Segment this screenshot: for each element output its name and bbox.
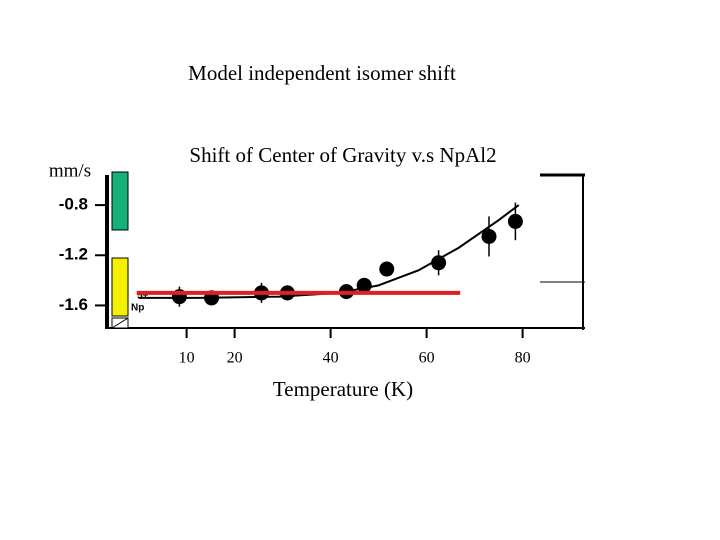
data-point [481, 228, 497, 244]
chart-title: Model independent isomer shift [188, 61, 456, 85]
x-tick-label: 80 [515, 350, 531, 367]
x-tick-label: 40 [323, 350, 339, 367]
x-tick-label: 20 [227, 350, 243, 367]
data-point [356, 277, 372, 293]
data-point [379, 261, 395, 277]
x-tick-label: 10 [179, 350, 195, 367]
green-bar [111, 171, 129, 231]
fit-curve [138, 204, 520, 299]
y-tick-label: -0.8 [59, 195, 88, 214]
annotation: 5+ [137, 291, 149, 302]
y-tick-label: -1.2 [59, 245, 88, 264]
y-tick-label: -1.6 [59, 295, 88, 314]
yellow-bar [111, 257, 129, 317]
chart-subtitle: Shift of Center of Gravity v.s NpAl2 [189, 143, 496, 167]
annotation: Np [131, 303, 144, 314]
hatch [111, 317, 129, 329]
data-point [507, 213, 523, 229]
data-point [431, 255, 447, 271]
y-axis-label: mm/s [49, 160, 91, 181]
x-tick-label: 60 [419, 350, 435, 367]
x-axis-label: Temperature (K) [273, 377, 413, 401]
